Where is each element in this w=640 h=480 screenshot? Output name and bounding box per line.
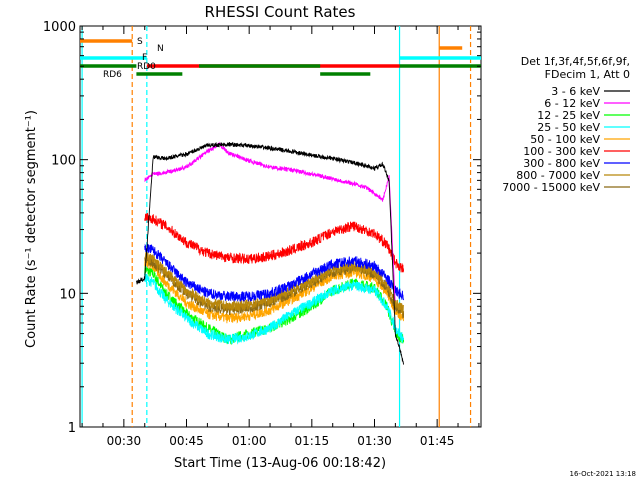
x-axis-label: Start Time (13-Aug-06 00:18:42) xyxy=(174,456,386,471)
y-tick-label: 100 xyxy=(51,154,76,169)
x-tick-label: 01:45 xyxy=(420,434,455,448)
series-line xyxy=(144,273,405,345)
status-bar-label: F xyxy=(142,53,147,63)
legend-header-line: FDecim 1, Att 0 xyxy=(545,68,630,81)
legend-entry-label: 800 - 7000 keV xyxy=(516,169,600,182)
series-line xyxy=(144,257,405,324)
plot-frame xyxy=(79,25,482,428)
series-line xyxy=(135,141,405,365)
status-bar-label: RD0 xyxy=(137,62,156,72)
legend-entry-label: 25 - 50 keV xyxy=(537,121,600,134)
legend-entry-label: 300 - 800 keV xyxy=(523,157,600,170)
y-axis-label: Count Rate (s⁻¹ detector segment⁻¹) xyxy=(24,110,39,348)
y-tick-label: 1 xyxy=(68,421,76,436)
legend-entry-label: 50 - 100 keV xyxy=(530,133,600,146)
series-line xyxy=(144,212,405,273)
status-bar-label: S xyxy=(137,37,143,47)
series-line xyxy=(144,243,405,303)
x-tick-label: 00:30 xyxy=(107,434,142,448)
y-tick-label: 10 xyxy=(59,287,76,302)
legend-entry-label: 12 - 25 keV xyxy=(537,109,600,122)
legend-header-line: Det 1f,3f,4f,5f,6f,9f, xyxy=(521,55,630,68)
chart-title: RHESSI Count Rates xyxy=(205,3,356,21)
x-tick-label: 01:30 xyxy=(357,434,392,448)
status-bar-label: RD6 xyxy=(103,70,122,80)
legend-entry-label: 7000 - 15000 keV xyxy=(502,181,600,194)
timestamp-footer: 16-Oct-2021 13:18 xyxy=(570,470,636,478)
x-tick-label: 00:45 xyxy=(169,434,204,448)
legend-header: Det 1f,3f,4f,5f,6f,9f,FDecim 1, Att 0 xyxy=(521,55,630,81)
x-tick-label: 01:15 xyxy=(295,434,330,448)
status-bar-label: N xyxy=(157,44,164,54)
y-tick-label: 1000 xyxy=(43,20,76,35)
x-tick-label: 01:00 xyxy=(232,434,267,448)
legend-entry-label: 6 - 12 keV xyxy=(544,97,600,110)
legend-entry-label: 3 - 6 keV xyxy=(551,85,600,98)
legend-entry-label: 100 - 300 keV xyxy=(523,145,600,158)
series-line xyxy=(144,141,396,301)
